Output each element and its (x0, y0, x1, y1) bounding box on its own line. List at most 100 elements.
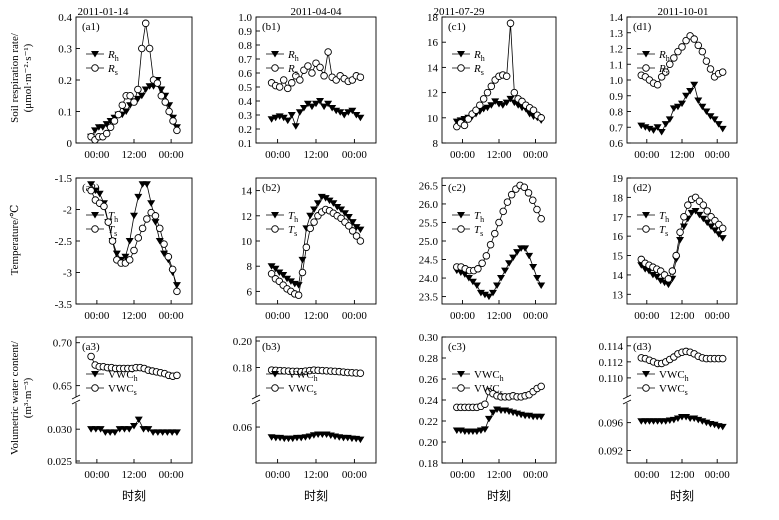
y-tick-label: 0.8 (609, 107, 623, 119)
x-tick-label: 00:00 (450, 469, 476, 481)
point (333, 203, 342, 211)
row-ylabel-1-1: Soil respiration rate/ (9, 32, 21, 123)
series-VWCh (87, 416, 181, 436)
point (699, 215, 708, 223)
point (125, 426, 134, 433)
point (108, 237, 117, 245)
point (457, 64, 465, 72)
y-tick-label: 0.2 (238, 124, 252, 136)
point (271, 265, 280, 273)
point (525, 252, 534, 260)
legend-label: VWCh (288, 369, 318, 383)
series-Th (87, 181, 181, 289)
point (642, 212, 650, 219)
point (502, 72, 511, 80)
point (661, 121, 670, 128)
series-line (90, 183, 178, 286)
panel-label: (c2) (448, 182, 466, 194)
point (714, 121, 723, 128)
column-date-3: 2011-07-29 (434, 6, 485, 18)
point (275, 83, 284, 91)
point (283, 84, 292, 93)
point (695, 211, 704, 219)
point (495, 218, 503, 227)
y-tick-label: 0.65 (53, 381, 73, 393)
point (486, 240, 495, 249)
point (156, 224, 164, 233)
point (352, 232, 361, 240)
point (491, 229, 499, 238)
y-tick-label: 0.24 (419, 395, 439, 407)
x-tick-label: 00:00 (84, 469, 110, 481)
y-tick-label: 0.9 (609, 91, 623, 103)
y-tick-label: 0.4 (58, 12, 72, 24)
y-tick-label: -2 (63, 205, 72, 217)
point (657, 73, 666, 81)
y-tick-label: 0.7 (238, 54, 252, 66)
point (476, 289, 485, 297)
series-VWCh (637, 414, 727, 431)
panel-frame (255, 336, 377, 464)
y-tick-label: 1.2 (609, 44, 623, 56)
y-tick-label: 12 (427, 88, 438, 100)
point (106, 123, 115, 131)
x-tick-label: 00:00 (634, 310, 660, 322)
point (91, 225, 99, 233)
point (478, 259, 486, 267)
point (474, 265, 482, 273)
y-tick-label: 15 (612, 251, 624, 263)
legend-label: VWCs (108, 383, 137, 397)
point (718, 423, 727, 431)
point (690, 35, 698, 43)
x-tick-label: 00:00 (523, 149, 549, 161)
point (286, 278, 295, 285)
point (457, 212, 465, 219)
point (122, 108, 131, 115)
legend-label: Rs (287, 63, 298, 77)
y-tick-label: -1.5 (55, 173, 73, 185)
point (141, 86, 150, 93)
x-tick-label: 00:00 (265, 149, 291, 161)
y-tick-label: 0.4 (238, 96, 252, 108)
x-tick-label: 00:00 (265, 310, 291, 322)
x-tick-label: 12:00 (669, 310, 695, 322)
point (482, 252, 491, 260)
column-date-4: 2011-10-01 (658, 6, 709, 18)
legend-label: Th (474, 210, 484, 224)
panel-c2: (c2) 23.5 24.0 24.5 25.0 25.5 26.0 26.5 00:00 12:… (419, 177, 557, 322)
point (676, 228, 684, 237)
x-tick-label: 00:00 (342, 310, 368, 322)
point (491, 98, 500, 105)
point (676, 237, 685, 244)
y-tick-label: 0.6 (609, 138, 623, 150)
point (678, 100, 686, 108)
point (143, 215, 151, 223)
point (698, 103, 707, 111)
point (718, 235, 727, 242)
axis-break-gap (623, 397, 631, 403)
x-axis-label-4: 时刻 (670, 489, 694, 503)
point (160, 250, 169, 258)
x-tick-label: 12:00 (669, 469, 695, 481)
y-tick-label: 0.28 (419, 353, 439, 365)
y-tick-label: 16 (427, 37, 439, 49)
point (324, 100, 333, 108)
point (649, 127, 658, 134)
point (680, 213, 688, 221)
point (324, 48, 332, 56)
y-tick-label: 14 (241, 186, 253, 198)
point (320, 72, 328, 80)
point (503, 198, 512, 206)
point (510, 88, 519, 97)
axis-break-gap (252, 397, 260, 403)
point (164, 252, 173, 261)
legend-label: Rs (107, 63, 118, 77)
point (153, 79, 162, 87)
point (703, 207, 711, 215)
point (642, 51, 650, 58)
